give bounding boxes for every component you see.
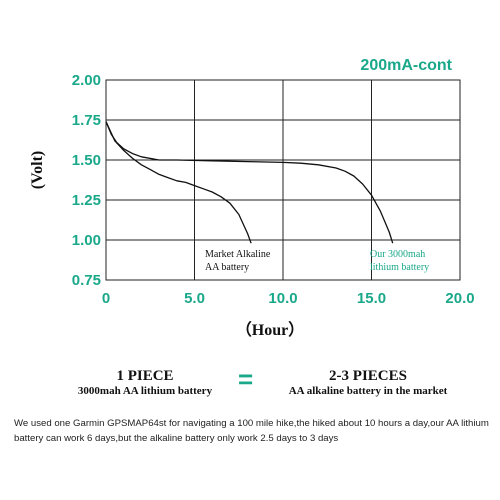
x-tick-label: 20.0 <box>445 290 474 307</box>
y-tick-label: 1.25 <box>72 192 101 209</box>
y-tick-label: 0.75 <box>72 272 101 289</box>
x-tick-label: 0 <box>102 290 110 307</box>
alkaline-annotation-line1: Market Alkaline <box>205 249 271 260</box>
alkaline-annotation: Market Alkaline AA battery <box>205 248 270 274</box>
comparison-right-desc: AA alkaline battery in the market <box>288 385 448 397</box>
comparison-left: 1 PIECE 3000mah AA lithium battery <box>60 368 230 398</box>
x-tick-label: 15.0 <box>357 290 386 307</box>
comparison-left-desc: 3000mah AA lithium battery <box>77 385 213 397</box>
x-tick-label: 5.0 <box>184 290 205 307</box>
x-tick-label: 10.0 <box>268 290 297 307</box>
lithium-annotation-line2: lithium battery <box>370 262 430 273</box>
comparison-left-count: 1 PIECE <box>116 368 174 384</box>
lithium-annotation-line1: Our 3000mah <box>370 249 426 260</box>
lithium-annotation: Our 3000mah lithium battery <box>370 248 429 274</box>
equals-sign: = <box>238 364 254 394</box>
chart-subtitle: 200mA-cont <box>360 57 452 74</box>
alkaline-series-line <box>105 121 252 244</box>
x-axis-label: （Hour） <box>235 322 305 339</box>
y-axis-label: (Volt) <box>29 150 46 190</box>
y-tick-label: 1.75 <box>72 112 101 129</box>
comparison-right: 2-3 PIECES AA alkaline battery in the ma… <box>268 368 468 398</box>
footnote-text: We used one Garmin GPSMAP64st for naviga… <box>14 418 489 444</box>
y-tick-label: 1.50 <box>72 152 101 169</box>
y-tick-label: 2.00 <box>72 72 101 89</box>
alkaline-annotation-line2: AA battery <box>205 262 250 273</box>
comparison-right-count: 2-3 PIECES <box>329 368 407 384</box>
lithium-series-line <box>105 121 394 244</box>
y-tick-label: 1.00 <box>72 232 101 249</box>
